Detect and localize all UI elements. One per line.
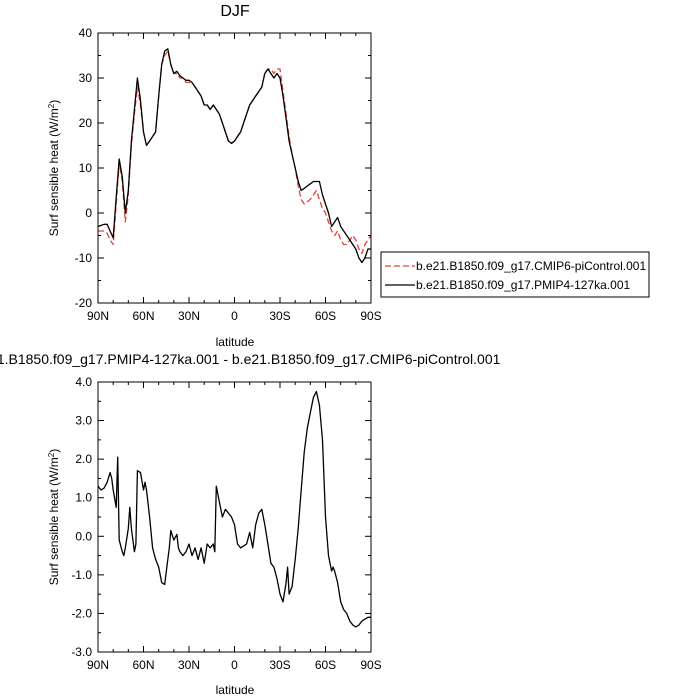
bottom-x-tick-label: 90S <box>360 658 381 672</box>
top-chart-title: DJF <box>220 3 250 20</box>
top-x-tick-label: 60N <box>132 309 154 323</box>
top-y-axis-label: Surf sensible heat (W/m2) <box>47 100 62 237</box>
bottom-y-axis-label-close: ) <box>47 449 61 453</box>
legend-box <box>380 251 650 298</box>
bottom-y-tick-label: -1.0 <box>71 568 92 582</box>
legend-label-picontrol: b.e21.B1850.f09_g17.CMIP6-piControl.001 <box>416 259 646 273</box>
bottom-chart-title: b.e21.B1850.f09_g17.PMIP4-127ka.001 - b.… <box>0 351 501 367</box>
top-x-axis-label: latitude <box>216 335 255 349</box>
top-y-tick-label: 10 <box>79 161 93 175</box>
top-x-tick-label: 30S <box>269 309 290 323</box>
top-x-tick-label: 90S <box>360 309 381 323</box>
top-panel: DJF 90N 60N 30N 0 30S 60S 90S -20 -10 0 10 20 30 40 l… <box>47 3 382 349</box>
top-y-tick-label: 30 <box>79 71 93 85</box>
top-x-tick-label: 90N <box>87 309 109 323</box>
bottom-x-tick-label: 60S <box>315 658 336 672</box>
bottom-y-tick-label: -3.0 <box>71 645 92 659</box>
bottom-tick-layer: 90N 60N 30N 0 30S 60S 90S -3.0 -2.0 -1.0 0.0 1.0 2.0… <box>71 375 381 672</box>
top-series-line-0 <box>98 50 372 255</box>
top-series-line-1 <box>97 48 371 264</box>
bottom-y-axis-label: Surf sensible heat (W/m2) <box>47 449 62 586</box>
bottom-x-tick-label: 60N <box>132 658 154 672</box>
top-y-tick-label: -10 <box>75 251 93 265</box>
bottom-x-tick-label: 30S <box>269 658 290 672</box>
bottom-x-axis-label: latitude <box>216 683 255 697</box>
top-y-tick-label: 40 <box>79 26 93 40</box>
top-y-tick-label: 0 <box>85 206 92 220</box>
bottom-y-tick-label: 1.0 <box>75 491 92 505</box>
bottom-panel: b.e21.B1850.f09_g17.PMIP4-127ka.001 - b.… <box>0 351 501 697</box>
bottom-series-layer <box>97 390 371 628</box>
top-series-layer <box>97 48 372 264</box>
top-y-axis-label-sup: 2 <box>47 103 56 108</box>
bottom-x-tick-label: 0 <box>231 658 238 672</box>
legend: b.e21.B1850.f09_g17.CMIP6-piControl.001 … <box>380 251 650 298</box>
bottom-plot-frame <box>97 381 372 653</box>
top-x-tick-label: 0 <box>231 309 238 323</box>
top-x-tick-label: 30N <box>178 309 200 323</box>
top-x-tick-label: 60S <box>315 309 336 323</box>
bottom-y-tick-label: 3.0 <box>75 414 92 428</box>
bottom-y-axis-label-sup: 2 <box>47 452 56 457</box>
bottom-y-tick-label: 4.0 <box>75 375 92 389</box>
bottom-y-tick-label: 0.0 <box>75 529 92 543</box>
top-tick-layer: 90N 60N 30N 0 30S 60S 90S -20 -10 0 10 20 30 40 <box>75 26 382 323</box>
bottom-y-tick-label: -2.0 <box>71 606 92 620</box>
top-y-axis-label-close: ) <box>47 100 61 104</box>
bottom-y-axis-label-main: Surf sensible heat (W/m <box>47 457 61 585</box>
bottom-series-line-0 <box>97 390 371 628</box>
top-y-tick-label: -20 <box>75 296 93 310</box>
top-plot-frame <box>97 32 372 304</box>
bottom-y-tick-label: 2.0 <box>75 452 92 466</box>
bottom-x-tick-label: 30N <box>178 658 200 672</box>
top-y-axis-label-main: Surf sensible heat (W/m <box>47 108 61 236</box>
top-y-tick-label: 20 <box>79 116 93 130</box>
legend-label-127ka: b.e21.B1850.f09_g17.PMIP4-127ka.001 <box>416 278 630 292</box>
bottom-x-tick-label: 90N <box>87 658 109 672</box>
